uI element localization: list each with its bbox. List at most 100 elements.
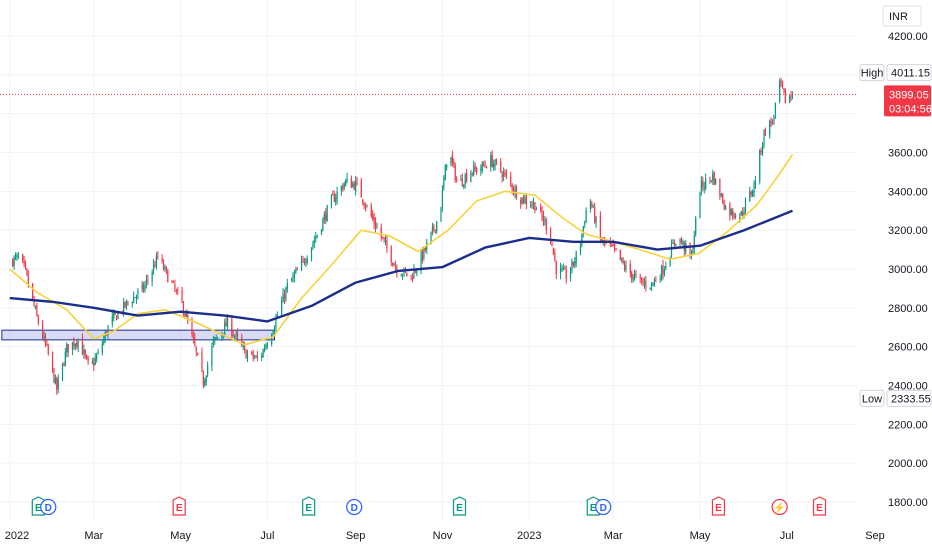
event-marker[interactable]: E [812, 496, 827, 516]
event-marker[interactable]: E [302, 496, 316, 516]
candle-body [222, 333, 224, 335]
candle-body [759, 149, 761, 182]
candle-body [123, 301, 125, 313]
candle-body [382, 236, 384, 238]
candle-body [141, 284, 143, 290]
candle-body [265, 345, 267, 350]
candle-body [730, 209, 732, 215]
candle-body [771, 121, 774, 123]
candle-body [36, 305, 38, 316]
candle-body [246, 353, 249, 358]
candle-body [663, 269, 666, 275]
candle-body [779, 80, 781, 102]
candle-body [114, 311, 116, 315]
candle-body [470, 173, 472, 182]
candle-body [302, 259, 304, 261]
candle-body [44, 335, 47, 344]
candle-body [733, 216, 735, 218]
candle-body [84, 350, 86, 356]
y-tick-label: 3200.00 [888, 225, 928, 237]
candle-body [224, 322, 226, 336]
candle-body [673, 242, 675, 245]
high-label-box [859, 64, 885, 82]
split-icon [771, 498, 788, 516]
candle-body [275, 317, 277, 328]
candle-body [286, 283, 288, 290]
high-value-box [886, 64, 932, 82]
candle-body [167, 270, 169, 283]
candle-body [723, 202, 725, 210]
candle-body [719, 180, 721, 197]
candle-body [234, 335, 236, 337]
candle-body [493, 163, 495, 168]
event-marker[interactable]: D [40, 498, 57, 516]
candle-body [430, 231, 432, 243]
candle-body [712, 173, 714, 182]
event-marker[interactable]: E [452, 496, 467, 516]
candle-body [185, 314, 187, 317]
candle-body [769, 120, 771, 136]
candle-body [53, 368, 55, 383]
candle-body [165, 267, 167, 270]
candle-body [263, 348, 266, 350]
candle-body [703, 187, 705, 189]
candle-body [103, 338, 105, 344]
candle-body [436, 221, 438, 232]
candle-body [572, 261, 574, 265]
event-marker[interactable]: E [711, 496, 726, 516]
low-label-box [859, 389, 885, 407]
last-price-value: 3899.05 [889, 89, 929, 101]
candle-body [446, 164, 448, 168]
candle-body [414, 270, 416, 272]
candle-body [366, 205, 368, 207]
candle-body [71, 342, 74, 351]
event-marker[interactable]: E [172, 496, 186, 516]
candle-body [410, 275, 412, 277]
y-tick-label: 1800.00 [888, 497, 928, 509]
candle-body [682, 241, 684, 244]
currency-box [882, 5, 922, 27]
candle-body [689, 242, 691, 254]
high-label: High [861, 68, 884, 80]
candle-body [47, 345, 49, 354]
candle-body [420, 252, 422, 271]
candle-body [144, 284, 146, 290]
candle-body [444, 165, 446, 181]
candle-body [520, 199, 522, 204]
event-marker[interactable]: D [346, 498, 363, 516]
candle-body [310, 247, 313, 260]
candle-body [66, 344, 68, 353]
event-marker[interactable]: ⚡ [771, 498, 788, 516]
candle-body [13, 256, 15, 266]
candle-body [655, 279, 657, 282]
candle-body [662, 265, 664, 275]
candle-body [752, 191, 754, 197]
y-tick-label: 3600.00 [888, 148, 928, 160]
candle-body [729, 204, 731, 216]
candle-body [559, 267, 562, 275]
candle-body [490, 155, 492, 168]
candle-body [783, 88, 785, 91]
moving-average-line [9, 209, 793, 323]
candle-body [191, 322, 193, 335]
candle-body [282, 293, 284, 303]
event-marker[interactable]: D [595, 498, 612, 516]
candle-body [106, 331, 108, 335]
candle-body [253, 357, 256, 359]
candle-body [241, 337, 243, 346]
candle-body [174, 284, 176, 289]
candle-body [443, 179, 445, 189]
candle-body [226, 317, 229, 328]
candle-body [401, 274, 404, 276]
candle-body [34, 307, 37, 309]
candle-body [774, 103, 776, 114]
candle-body [362, 199, 364, 203]
candle-body [333, 194, 335, 202]
candle-body [739, 216, 741, 220]
candle-body [549, 228, 552, 242]
y-tick-label: 3400.00 [888, 186, 928, 198]
candle-body [564, 268, 566, 270]
candle-body [534, 202, 536, 211]
candle-body [256, 356, 259, 359]
